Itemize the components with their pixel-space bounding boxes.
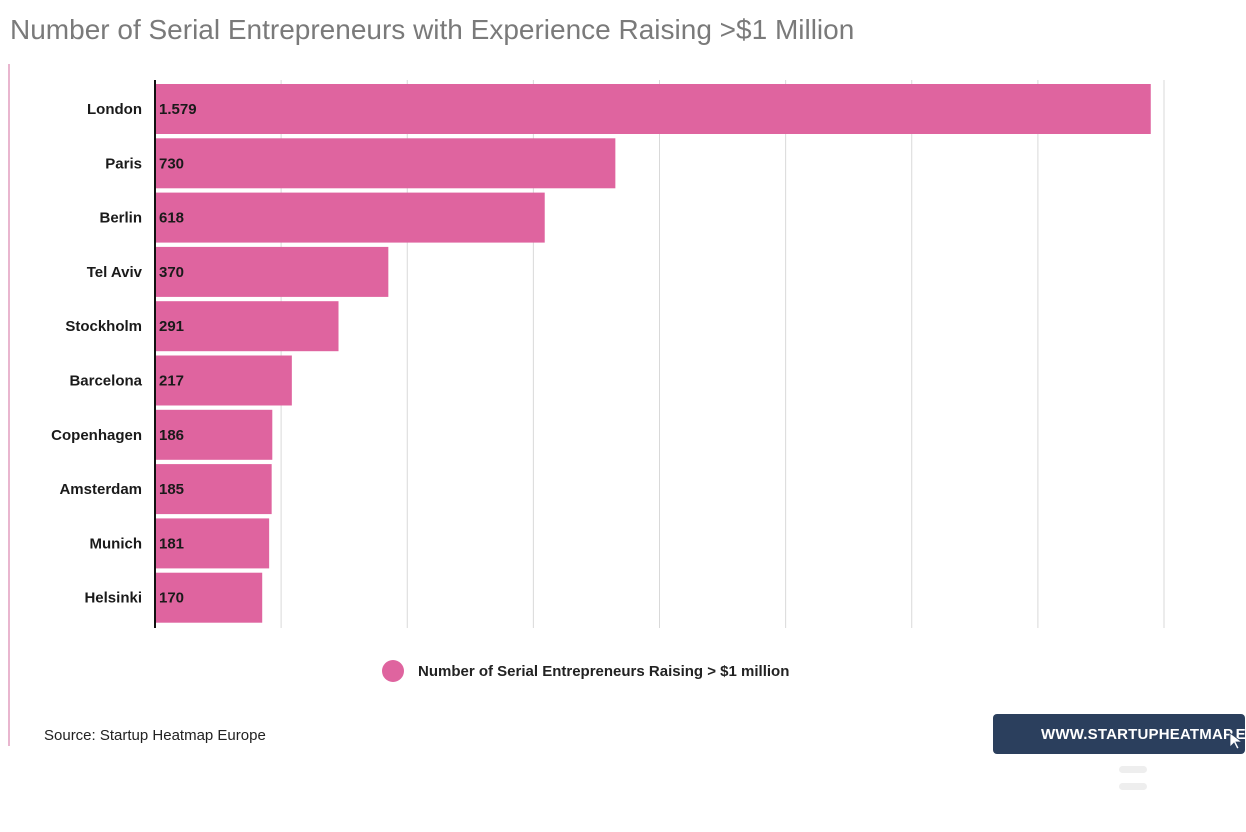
data-label: 181 xyxy=(159,535,184,552)
bar-stockholm xyxy=(155,301,339,352)
data-label: 217 xyxy=(159,373,184,390)
bar-london xyxy=(155,84,1151,134)
data-label: 186 xyxy=(159,427,184,444)
category-label: Paris xyxy=(105,155,142,172)
url-badge[interactable]: WWW.STARTUPHEATMAP.EU xyxy=(993,714,1246,754)
bar-tel-aviv xyxy=(155,246,389,297)
bar-copenhagen xyxy=(155,409,273,460)
category-label: London xyxy=(87,101,142,118)
category-labels: London Paris Berlin Tel Aviv Stockholm Barcel… xyxy=(51,101,142,607)
category-label: Berlin xyxy=(99,210,142,227)
category-label: Stockholm xyxy=(65,318,142,335)
bar-munich xyxy=(155,518,270,569)
data-label: 185 xyxy=(159,481,184,498)
category-label: Amsterdam xyxy=(59,481,142,498)
data-label: 170 xyxy=(159,590,184,607)
data-label: 618 xyxy=(159,210,184,227)
category-label: Tel Aviv xyxy=(87,264,143,281)
legend: Number of Serial Entrepreneurs Raising >… xyxy=(382,660,789,682)
bar-paris xyxy=(155,138,616,189)
menu-icon[interactable] xyxy=(1119,766,1147,792)
bar-helsinki xyxy=(155,572,263,623)
data-label: 370 xyxy=(159,264,184,281)
url-badge-label: WWW.STARTUPHEATMAP.EU xyxy=(1041,725,1246,743)
data-label: 291 xyxy=(159,318,184,335)
category-label: Barcelona xyxy=(69,373,142,390)
data-label: 730 xyxy=(159,155,184,172)
category-label: Helsinki xyxy=(84,590,142,607)
bars: 1.579 730 618 370 291 217 186 185 181 170 xyxy=(155,84,1151,623)
category-label: Munich xyxy=(90,535,143,552)
data-label: 1.579 xyxy=(159,101,197,118)
source-note: Source: Startup Heatmap Europe xyxy=(44,727,266,744)
bar-berlin xyxy=(155,192,545,243)
left-accent-rule xyxy=(8,64,10,746)
legend-marker-icon xyxy=(382,660,404,682)
category-label: Copenhagen xyxy=(51,427,142,444)
bar-chart: 1.579 730 618 370 291 217 186 185 181 170 London P… xyxy=(51,80,1165,628)
bar-amsterdam xyxy=(155,464,272,515)
chart-title: Number of Serial Entrepreneurs with Expe… xyxy=(10,14,855,45)
bar-barcelona xyxy=(155,355,292,406)
legend-label: Number of Serial Entrepreneurs Raising >… xyxy=(418,662,790,680)
cursor-icon xyxy=(1229,732,1243,750)
